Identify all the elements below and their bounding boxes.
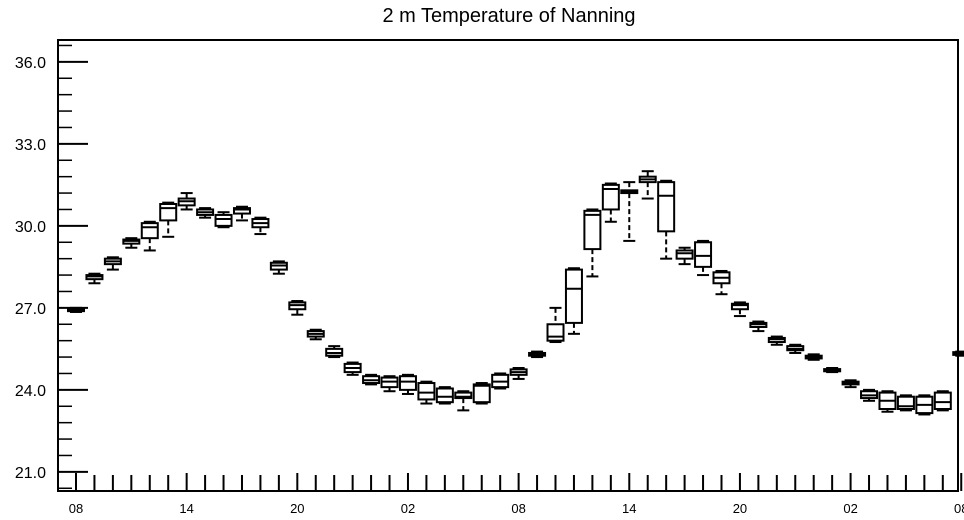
y-tick-label: 21.0 [15,465,46,482]
box-plot [509,367,528,380]
box-plot [491,372,510,390]
box-plot [67,306,85,313]
box-plot [269,260,288,275]
box-plot [767,335,786,346]
box-plot [528,350,547,359]
box-plot [823,367,842,374]
box-plot [878,390,897,413]
box-plot [232,205,251,222]
iqr-box [546,323,565,342]
iqr-box [675,249,694,260]
iqr-box [140,222,159,240]
box-plot [694,239,713,277]
iqr-box [398,375,417,391]
x-tick-label: 20 [290,501,304,516]
box-plot [177,192,196,211]
y-tick-label: 24.0 [15,383,46,400]
x-tick-label: 02 [843,501,857,516]
iqr-box [472,383,491,404]
box-plot [601,182,620,223]
x-tick-label: 08 [511,501,525,516]
iqr-box [417,382,436,401]
box-plot [343,361,362,376]
box-plot [638,170,657,200]
iqr-box [564,268,583,324]
x-tick-label: 08 [69,501,83,516]
box-plot [546,306,565,344]
box-plot [657,179,676,260]
box-plot [417,380,436,405]
y-tick-label: 36.0 [15,55,46,72]
box-plot [620,181,639,242]
box-plot [675,246,694,266]
iqr-box [730,302,749,311]
y-tick-label: 27.0 [15,301,46,318]
box-plot [454,390,473,412]
box-plot [251,216,270,236]
box-plot [159,201,178,238]
box-plot [288,300,307,316]
iqr-box [435,387,454,404]
iqr-box [694,241,713,268]
box-plot [952,350,964,357]
box-plot [122,237,141,249]
x-tick-label: 14 [622,501,636,516]
iqr-box [583,209,602,251]
box-plot [564,267,583,335]
iqr-box [214,213,233,227]
box-plot [712,269,731,296]
box-plot [196,207,215,219]
box-plot [435,386,454,405]
plot-frame [57,39,959,492]
y-tick-label: 30.0 [15,219,46,236]
box-plot [472,382,491,405]
box-plot [380,375,399,393]
iqr-box [601,183,620,211]
box-plot [915,394,934,416]
chart-title: 2 m Temperature of Nanning [382,5,635,27]
x-tick-label: 08 [954,501,964,516]
box-plot [860,388,879,402]
iqr-box [454,391,473,400]
box-plot [804,353,823,361]
iqr-box [933,391,952,411]
box-plot [841,379,860,389]
box-plot [896,394,915,412]
box-plot [306,328,325,341]
x-tick-label: 02 [401,501,415,516]
box-plot [85,272,104,285]
box-plot [786,343,805,354]
box-plot [398,373,417,395]
box-plot [730,301,749,318]
x-tick-label: 14 [179,501,193,516]
box-plot [362,373,381,386]
box-series [67,170,964,416]
box-plot [325,345,344,359]
x-tick-label: 20 [733,501,747,516]
y-tick-label: 33.0 [15,137,46,154]
iqr-box [657,181,676,233]
iqr-box [232,207,251,215]
box-plot [583,208,602,278]
box-plot [749,320,768,333]
box-plot [103,256,122,271]
x-axis: 08 14 20 02 08 14 20 02 08 [69,473,964,516]
box-plot [140,220,159,252]
iqr-box [159,203,178,222]
y-axis: 21.0 24.0 27.0 30.0 33.0 36.0 [15,44,88,490]
box-plot [933,390,952,412]
box-plot [214,211,233,229]
